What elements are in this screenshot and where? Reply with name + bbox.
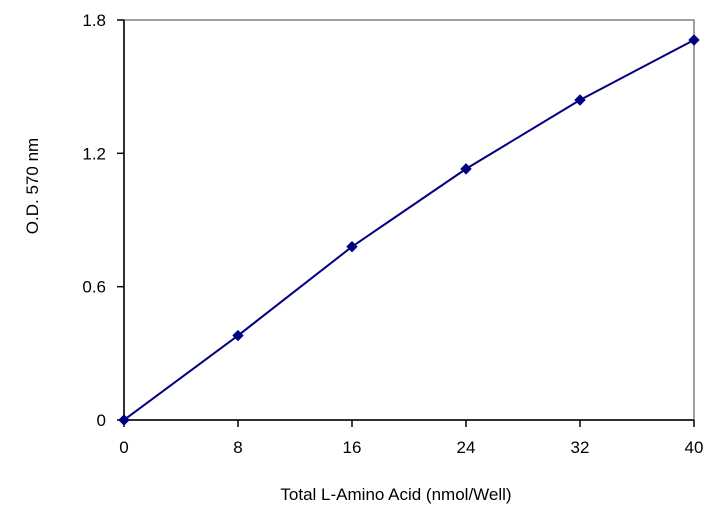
x-tick-label: 16 — [343, 438, 362, 457]
x-tick-label: 0 — [119, 438, 128, 457]
y-tick-label: 1.8 — [82, 11, 106, 30]
data-point-marker — [346, 240, 358, 253]
y-axis-ticks: 0 0.6 1.2 1.8 — [82, 11, 124, 430]
data-point-marker — [118, 414, 130, 426]
series-group — [118, 34, 700, 426]
y-tick-label: 0 — [97, 411, 106, 430]
data-point-marker — [232, 329, 244, 342]
y-axis-label: O.D. 570 nm — [23, 138, 42, 234]
series-line — [123, 39, 695, 421]
x-tick-label: 24 — [457, 438, 476, 457]
x-axis-label: Total L-Amino Acid (nmol/Well) — [280, 485, 511, 504]
data-point-marker — [574, 94, 586, 106]
x-axis-ticks: 0 8 16 24 32 40 — [119, 420, 703, 457]
x-tick-label: 40 — [685, 438, 704, 457]
data-point-marker — [460, 163, 472, 175]
plot-area-frame — [123, 19, 695, 421]
x-tick-label: 32 — [571, 438, 590, 457]
data-point-marker — [688, 34, 700, 46]
y-tick-label: 0.6 — [82, 278, 106, 297]
y-tick-label: 1.2 — [82, 144, 106, 163]
x-tick-label: 8 — [233, 438, 242, 457]
